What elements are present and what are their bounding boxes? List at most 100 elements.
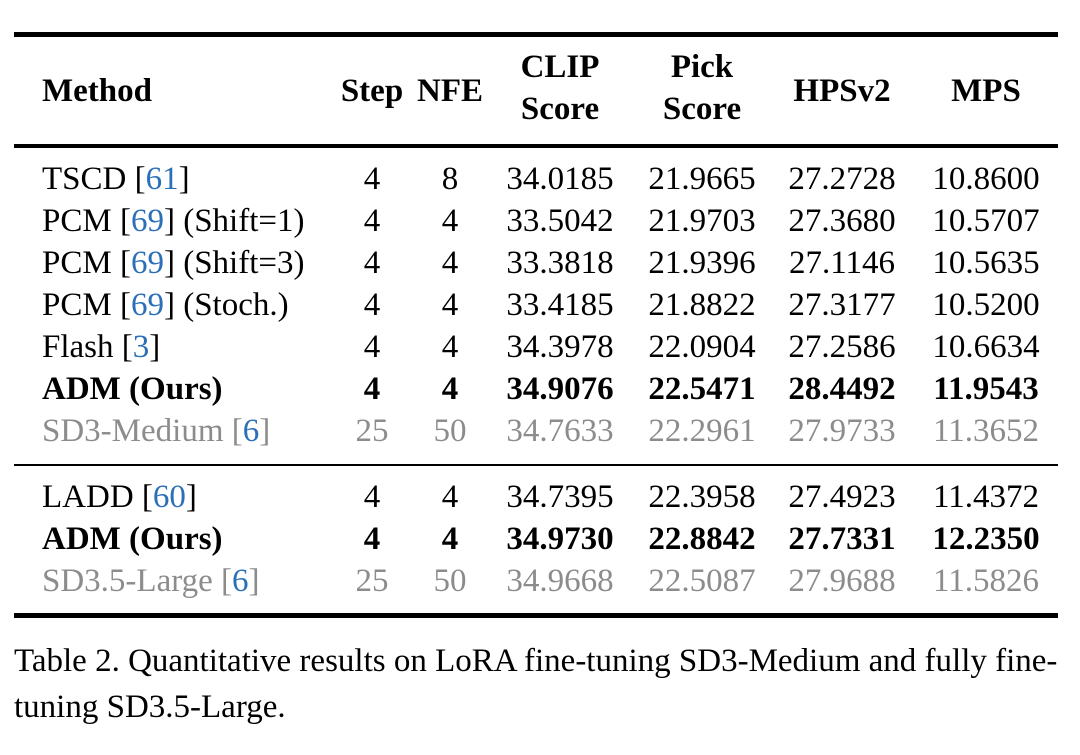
clip-score-cell: 34.3978 <box>506 329 614 365</box>
table-row-adm-ours-medium: ADM (Ours) 4 4 34.9076 22.5471 28.4492 1… <box>0 368 1080 410</box>
citation-link[interactable]: 69 <box>130 287 164 323</box>
pick-score-cell: 22.2961 <box>648 413 756 449</box>
mps-cell: 10.8600 <box>932 161 1040 197</box>
step-cell: 4 <box>363 245 381 281</box>
mps-cell: 12.2350 <box>932 521 1040 557</box>
nfe-cell: 4 <box>441 245 459 281</box>
method-cell: LADD [60] <box>42 479 197 515</box>
clip-score-cell: 34.0185 <box>506 161 614 197</box>
table-section-rule <box>14 464 1058 466</box>
step-cell: 4 <box>363 329 381 365</box>
header-hpsv2: HPSv2 <box>793 73 891 109</box>
method-name: PCM <box>42 203 112 239</box>
method-cell: SD3-Medium [6] <box>42 413 271 449</box>
pick-score-cell: 21.9703 <box>648 203 756 239</box>
table-bottom-rule <box>14 613 1058 618</box>
pick-score-cell: 21.8822 <box>648 287 756 323</box>
method-name: ADM (Ours) <box>42 371 223 407</box>
citation-link[interactable]: 69 <box>130 245 164 281</box>
pick-score-cell: 22.5471 <box>648 371 756 407</box>
clip-score-cell: 33.5042 <box>506 203 614 239</box>
pick-score-cell: 21.9396 <box>648 245 756 281</box>
step-cell: 25 <box>355 563 389 599</box>
method-cell: PCM [69] (Stoch.) <box>42 287 289 323</box>
citation-link[interactable]: 60 <box>152 479 186 515</box>
hpsv2-cell: 27.7331 <box>788 521 896 557</box>
table-row-sd3-medium: SD3-Medium [6] 25 50 34.7633 22.2961 27.… <box>0 410 1080 452</box>
pick-score-cell: 21.9665 <box>648 161 756 197</box>
method-cell: PCM [69] (Shift=1) <box>42 203 305 239</box>
hpsv2-cell: 27.1146 <box>788 245 896 281</box>
clip-score-cell: 34.9076 <box>506 371 614 407</box>
citation-link[interactable]: 6 <box>242 413 260 449</box>
mps-cell: 10.6634 <box>932 329 1040 365</box>
header-mps: MPS <box>951 73 1021 109</box>
method-name: Flash <box>42 329 114 365</box>
header-pick-line1: Pick <box>670 49 734 85</box>
table-row-tscd: TSCD [61] 4 8 34.0185 21.9665 27.2728 10… <box>0 158 1080 200</box>
method-suffix: (Stoch.) <box>174 287 289 323</box>
step-cell: 4 <box>363 521 381 557</box>
mps-cell: 11.9543 <box>933 371 1039 407</box>
nfe-cell: 4 <box>441 203 459 239</box>
method-name: SD3-Medium <box>42 413 224 449</box>
nfe-cell: 50 <box>433 413 467 449</box>
nfe-cell: 8 <box>441 161 459 197</box>
mps-cell: 10.5635 <box>932 245 1040 281</box>
method-name: TSCD <box>42 161 127 197</box>
pick-score-cell: 22.5087 <box>648 563 756 599</box>
table-caption: Table 2. Quantitative results on LoRA fi… <box>14 643 1058 725</box>
citation-link[interactable]: 6 <box>232 563 249 599</box>
clip-score-cell: 33.3818 <box>506 245 614 281</box>
nfe-cell: 4 <box>441 479 459 515</box>
pick-score-cell: 22.8842 <box>648 521 756 557</box>
method-cell: SD3.5-Large [6] <box>42 563 260 599</box>
method-suffix: (Shift=3) <box>174 245 305 281</box>
header-pick-line2: Score <box>662 91 742 127</box>
method-name: PCM <box>42 287 112 323</box>
header-step: Step <box>340 73 404 109</box>
table-row-sd35-large: SD3.5-Large [6] 25 50 34.9668 22.5087 27… <box>0 560 1080 602</box>
hpsv2-cell: 27.3680 <box>788 203 896 239</box>
nfe-cell: 4 <box>441 287 459 323</box>
table-row-pcm-shift1: PCM [69] (Shift=1) 4 4 33.5042 21.9703 2… <box>0 200 1080 242</box>
clip-score-cell: 34.7633 <box>506 413 614 449</box>
step-cell: 4 <box>363 287 381 323</box>
step-cell: 25 <box>355 413 389 449</box>
table-row-ladd: LADD [60] 4 4 34.7395 22.3958 27.4923 11… <box>0 476 1080 518</box>
nfe-cell: 4 <box>441 521 459 557</box>
citation-link[interactable]: 61 <box>145 161 179 197</box>
citation-link[interactable]: 69 <box>130 203 164 239</box>
nfe-cell: 4 <box>441 371 459 407</box>
clip-score-cell: 34.7395 <box>506 479 614 515</box>
method-cell: PCM [69] (Shift=3) <box>42 245 305 281</box>
citation-link[interactable]: 3 <box>132 329 150 365</box>
header-nfe: NFE <box>417 73 483 109</box>
table-top-rule <box>14 32 1058 37</box>
table-row-adm-ours-large: ADM (Ours) 4 4 34.9730 22.8842 27.7331 1… <box>0 518 1080 560</box>
step-cell: 4 <box>363 203 381 239</box>
table-row-pcm-shift3: PCM [69] (Shift=3) 4 4 33.3818 21.9396 2… <box>0 242 1080 284</box>
step-cell: 4 <box>363 479 381 515</box>
pick-score-cell: 22.0904 <box>648 329 756 365</box>
clip-score-cell: 34.9668 <box>506 563 614 599</box>
method-name: LADD <box>42 479 134 515</box>
clip-score-cell: 33.4185 <box>506 287 614 323</box>
mps-cell: 10.5707 <box>932 203 1040 239</box>
table-row-pcm-stoch: PCM [69] (Stoch.) 4 4 33.4185 21.8822 27… <box>0 284 1080 326</box>
mps-cell: 11.3652 <box>932 413 1040 449</box>
mps-cell: 10.5200 <box>932 287 1040 323</box>
header-clip-line2: Score <box>520 91 600 127</box>
mps-cell: 11.5826 <box>932 563 1040 599</box>
hpsv2-cell: 27.9688 <box>788 563 896 599</box>
clip-score-cell: 34.9730 <box>506 521 614 557</box>
table-row-flash: Flash [3] 4 4 34.3978 22.0904 27.2586 10… <box>0 326 1080 368</box>
method-name: SD3.5-Large <box>42 563 213 599</box>
hpsv2-cell: 27.4923 <box>788 479 896 515</box>
nfe-cell: 50 <box>433 563 467 599</box>
header-clip-line1: CLIP <box>520 49 600 85</box>
method-name: PCM <box>42 245 112 281</box>
table-header-rule <box>14 144 1058 148</box>
method-cell: Flash [3] <box>42 329 161 365</box>
method-name: ADM (Ours) <box>42 521 223 557</box>
